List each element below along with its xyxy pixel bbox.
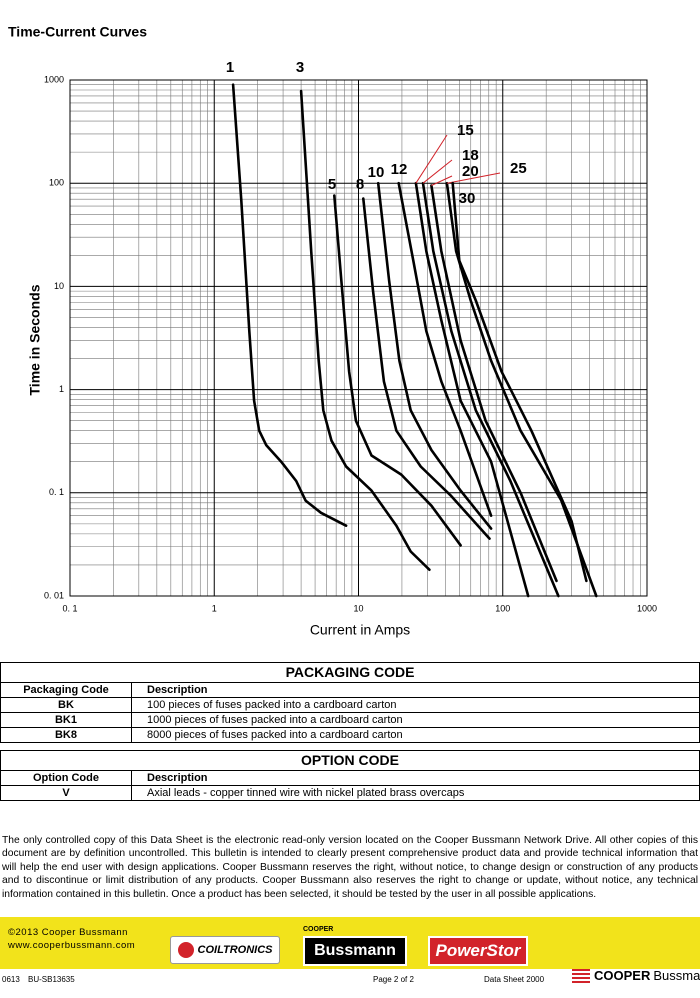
coiltronics-logo: COILTRONICS <box>170 936 280 964</box>
x-axis-title: Current in Amps <box>310 622 410 638</box>
y-tick-label: 0. 1 <box>49 487 64 497</box>
header-cell: Packaging Code <box>1 683 132 697</box>
curve <box>451 181 588 583</box>
curve-label: 5 <box>328 176 336 193</box>
table-row: BK8 8000 pieces of fuses packed into a ca… <box>1 728 699 742</box>
packaging-table: PACKAGING CODE Packaging Code Descriptio… <box>0 662 700 743</box>
curve-label: 8 <box>356 176 364 193</box>
curve <box>362 197 491 540</box>
logo-text: COOPER <box>303 926 334 933</box>
copyright: ©2013 Cooper Bussmann <box>8 927 128 938</box>
curve-label: 1 <box>226 59 234 76</box>
chart: Time-Current Curves Current in Amps Time… <box>8 24 657 638</box>
table-row: BK 100 pieces of fuses packed into a card… <box>1 698 699 713</box>
curve-label: 30 <box>459 190 476 207</box>
logo-icon <box>177 942 194 958</box>
table-row: V Axial leads - copper tinned wire with n… <box>1 786 699 800</box>
chart-title: Time-Current Curves <box>8 24 147 40</box>
table-header: Option Code Description <box>1 771 699 786</box>
curve-label: 20 <box>462 163 479 180</box>
curve <box>430 184 558 583</box>
cell: Axial leads - copper tinned wire with ni… <box>147 787 465 799</box>
website: www.cooperbussmann.com <box>8 940 136 951</box>
leader-line <box>422 159 453 184</box>
table-row: BK1 1000 pieces of fuses packed into a ca… <box>1 713 699 728</box>
brand-icon <box>572 968 590 983</box>
y-tick-label: 0. 01 <box>44 590 64 600</box>
x-tick-label: 100 <box>495 603 510 613</box>
brand-text: COOPER <box>594 968 651 983</box>
curve <box>414 181 530 598</box>
cell: 1000 pieces of fuses packed into a cardb… <box>147 714 403 726</box>
x-tick-label: 1 <box>212 603 217 613</box>
curve <box>397 181 493 517</box>
cell: BK <box>1 698 132 712</box>
disclaimer: The only controlled copy of this Data Sh… <box>2 835 698 900</box>
y-tick-label: 1000 <box>44 74 64 84</box>
curve-label: 18 <box>462 147 479 164</box>
curve <box>376 181 493 530</box>
logo-text: COILTRONICS <box>197 944 273 956</box>
y-tick-label: 1 <box>59 384 64 394</box>
header-cell: Description <box>147 684 208 696</box>
powerstor-logo: PowerStor <box>428 936 528 966</box>
curve-label: 12 <box>391 161 408 178</box>
header-cell: Option Code <box>1 771 132 785</box>
cell: 100 pieces of fuses packed into a cardbo… <box>147 699 397 711</box>
x-tick-label: 0. 1 <box>62 603 77 613</box>
bussmann-logo: Bussmann <box>303 936 407 966</box>
cell: 8000 pieces of fuses packed into a cardb… <box>147 729 403 741</box>
footer-band: ©2013 Cooper Bussmann www.cooperbussmann… <box>0 917 700 969</box>
option-table: OPTION CODE Option Code Description V Axi… <box>0 750 700 801</box>
data-sheet: Data Sheet 2000 <box>484 975 545 984</box>
x-tick-label: 10 <box>353 603 363 613</box>
logo-text: Bussmann <box>314 942 396 959</box>
y-axis-title: Time in Seconds <box>27 284 43 395</box>
curve-label: 15 <box>457 122 474 139</box>
y-tick-label: 10 <box>54 281 64 291</box>
header-cell: Description <box>147 772 208 784</box>
curve-label: 3 <box>296 59 304 76</box>
y-tick-label: 100 <box>49 178 64 188</box>
logo-text: PowerStor <box>435 941 521 960</box>
table-title: OPTION CODE <box>1 751 699 771</box>
leader-line <box>415 134 448 184</box>
doc-code: 0613 <box>2 975 20 984</box>
table-title: PACKAGING CODE <box>1 663 699 683</box>
cell: BK8 <box>1 728 132 742</box>
x-tick-label: 1000 <box>637 603 657 613</box>
curve <box>299 89 431 571</box>
curve <box>333 194 462 547</box>
brand-logo: COOPER Bussmann <box>572 968 700 983</box>
page-number: Page 2 of 2 <box>373 975 414 984</box>
curve-label: 25 <box>510 160 527 177</box>
doc-number: BU-SB13635 <box>28 975 75 984</box>
leader-line <box>431 175 453 186</box>
leader-line <box>446 172 501 184</box>
curve-label: 10 <box>368 164 385 181</box>
brand-text: Bussmann <box>653 968 700 983</box>
cell: V <box>1 786 132 800</box>
curve <box>421 181 560 598</box>
table-header: Packaging Code Description <box>1 683 699 698</box>
curve <box>231 83 348 527</box>
cell: BK1 <box>1 713 132 727</box>
